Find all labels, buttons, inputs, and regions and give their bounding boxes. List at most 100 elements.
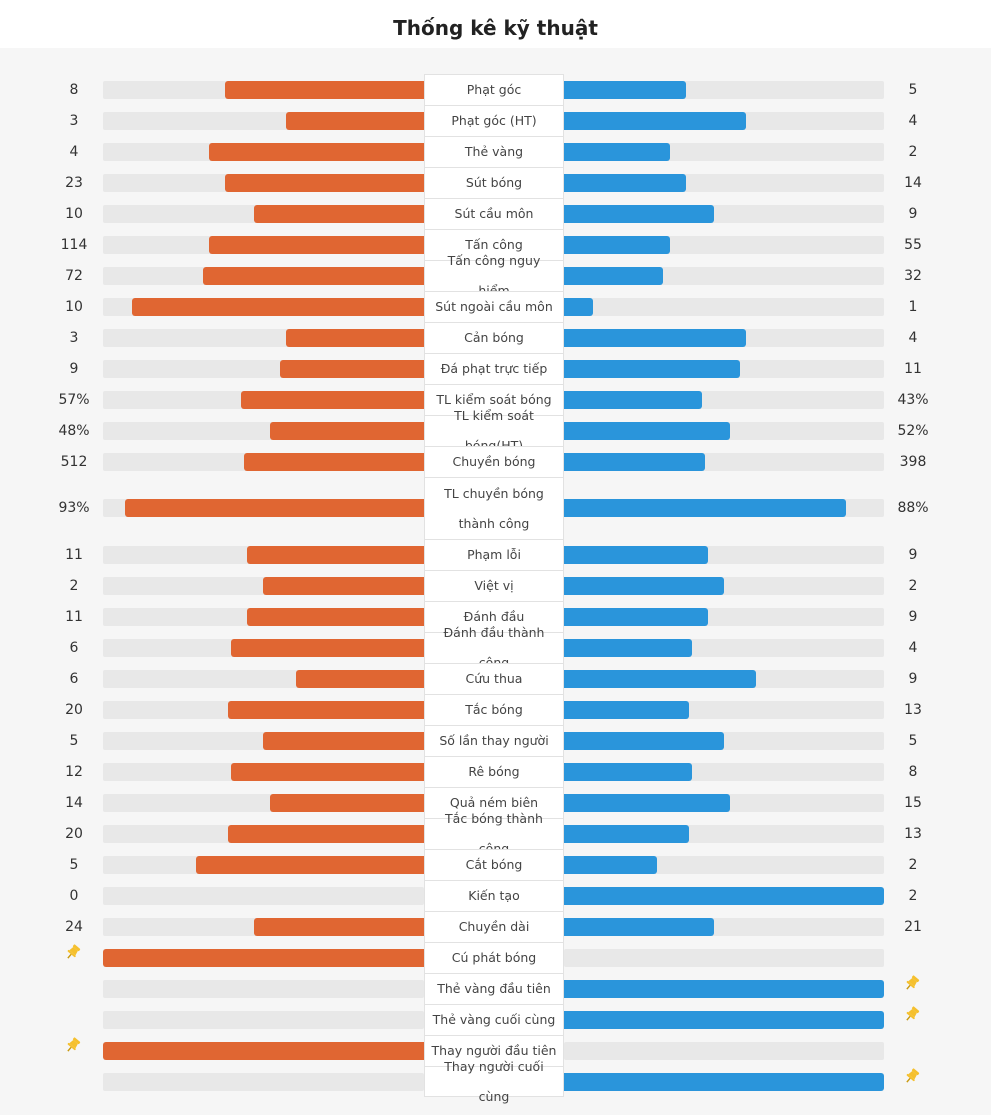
home-bar xyxy=(203,266,424,285)
away-value: 55 xyxy=(904,236,922,253)
stat-row: 12 8 Rê bóng xyxy=(0,756,991,787)
away-bar xyxy=(564,1072,884,1091)
home-bar-track xyxy=(103,731,424,750)
away-pin-icon xyxy=(903,1067,921,1085)
home-value: 12 xyxy=(65,763,83,780)
home-bar-track xyxy=(103,917,424,936)
home-bar xyxy=(270,793,424,812)
away-bar-track xyxy=(564,499,884,517)
away-value: 11 xyxy=(904,360,922,377)
away-bar xyxy=(564,855,657,874)
away-bar-track xyxy=(564,576,884,595)
away-bar xyxy=(564,111,746,130)
stat-row: 10 9 Sút cầu môn xyxy=(0,198,991,229)
home-bar-track xyxy=(103,1010,424,1029)
home-value: 9 xyxy=(69,360,79,377)
away-value: 9 xyxy=(908,670,918,687)
away-value xyxy=(873,942,953,973)
home-bar-track xyxy=(103,576,424,595)
home-value: 5 xyxy=(69,732,79,749)
away-bar-track xyxy=(564,328,884,347)
away-pin-icon xyxy=(903,1005,921,1023)
home-bar xyxy=(209,235,424,254)
stat-row: 3 4 Phạt góc (HT) xyxy=(0,105,991,136)
home-bar xyxy=(270,421,424,440)
home-bar xyxy=(103,948,424,967)
away-bar-track xyxy=(564,669,884,688)
stat-label: Tấn công xyxy=(424,229,564,260)
stat-row: 10 1 Sút ngoài cầu môn xyxy=(0,291,991,322)
away-bar xyxy=(564,576,724,595)
stat-row: 2 2 Việt vị xyxy=(0,570,991,601)
stat-label: Cắt bóng xyxy=(424,849,564,880)
stat-row: 11 9 Phạm lỗi xyxy=(0,539,991,570)
home-bar-track xyxy=(103,793,424,812)
stat-row: Thẻ vàng đầu tiên xyxy=(0,973,991,1004)
stat-row: 8 5 Phạt góc xyxy=(0,74,991,105)
home-value: 6 xyxy=(69,639,79,656)
home-value xyxy=(34,1004,114,1035)
stat-row: 5 2 Cắt bóng xyxy=(0,849,991,880)
away-bar-track xyxy=(564,762,884,781)
home-bar xyxy=(241,390,424,409)
away-bar xyxy=(564,80,686,99)
away-bar xyxy=(564,452,705,471)
stat-row: 20 13 Tắc bóng thành công xyxy=(0,811,991,856)
away-value: 2 xyxy=(908,143,918,160)
away-bar-track xyxy=(564,1041,884,1060)
stat-label: Số lần thay người xyxy=(424,725,564,756)
stat-row: Thay người cuối cùng xyxy=(0,1059,991,1104)
stat-label: Phạt góc xyxy=(424,74,564,105)
home-bar-track xyxy=(103,173,424,192)
away-bar-track xyxy=(564,731,884,750)
stat-row: 23 14 Sút bóng xyxy=(0,167,991,198)
away-bar xyxy=(564,1010,884,1029)
away-bar-track xyxy=(564,111,884,130)
away-bar-track xyxy=(564,979,884,998)
home-bar xyxy=(228,700,424,719)
away-bar xyxy=(564,204,714,223)
home-bar-track xyxy=(103,607,424,626)
home-bar xyxy=(247,607,424,626)
stat-row: Cú phát bóng xyxy=(0,942,991,973)
home-value: 0 xyxy=(69,887,79,904)
away-bar xyxy=(564,979,884,998)
home-bar xyxy=(132,297,424,316)
away-bar-track xyxy=(564,204,884,223)
home-bar-track xyxy=(103,142,424,161)
stat-label: Sút bóng xyxy=(424,167,564,198)
away-value: 13 xyxy=(904,701,922,718)
home-bar xyxy=(286,328,424,347)
away-bar-track xyxy=(564,948,884,967)
stat-row: 3 4 Cản bóng xyxy=(0,322,991,353)
away-bar-track xyxy=(564,235,884,254)
home-bar-track xyxy=(103,1072,424,1091)
away-bar xyxy=(564,266,663,285)
stat-label: Chuyền dài xyxy=(424,911,564,942)
stat-row: 20 13 Tắc bóng xyxy=(0,694,991,725)
away-bar xyxy=(564,359,740,378)
away-bar-track xyxy=(564,173,884,192)
stat-label: Thay người cuối cùng xyxy=(424,1059,564,1104)
away-bar xyxy=(564,390,702,409)
away-bar-track xyxy=(564,266,884,285)
away-bar xyxy=(564,917,714,936)
home-bar xyxy=(254,204,424,223)
home-bar-track xyxy=(103,886,424,905)
stat-row: 5 5 Số lần thay người xyxy=(0,725,991,756)
stat-row: 93% 88% TL chuyền bóng thành công xyxy=(0,477,991,539)
home-bar-track xyxy=(103,328,424,347)
stat-label: Thay người đầu tiên xyxy=(424,1035,564,1066)
home-value: 114 xyxy=(60,236,88,253)
home-bar-track xyxy=(103,80,424,99)
stat-label: Tấn công nguy hiểm xyxy=(424,253,564,298)
home-bar xyxy=(296,669,424,688)
away-bar xyxy=(564,762,692,781)
home-bar xyxy=(263,731,424,750)
away-bar-track xyxy=(564,917,884,936)
away-bar xyxy=(564,700,689,719)
away-bar-track xyxy=(564,793,884,812)
home-value: 11 xyxy=(65,546,83,563)
stat-label: Sút cầu môn xyxy=(424,198,564,229)
stat-row: 14 15 Quả ném biên xyxy=(0,787,991,818)
